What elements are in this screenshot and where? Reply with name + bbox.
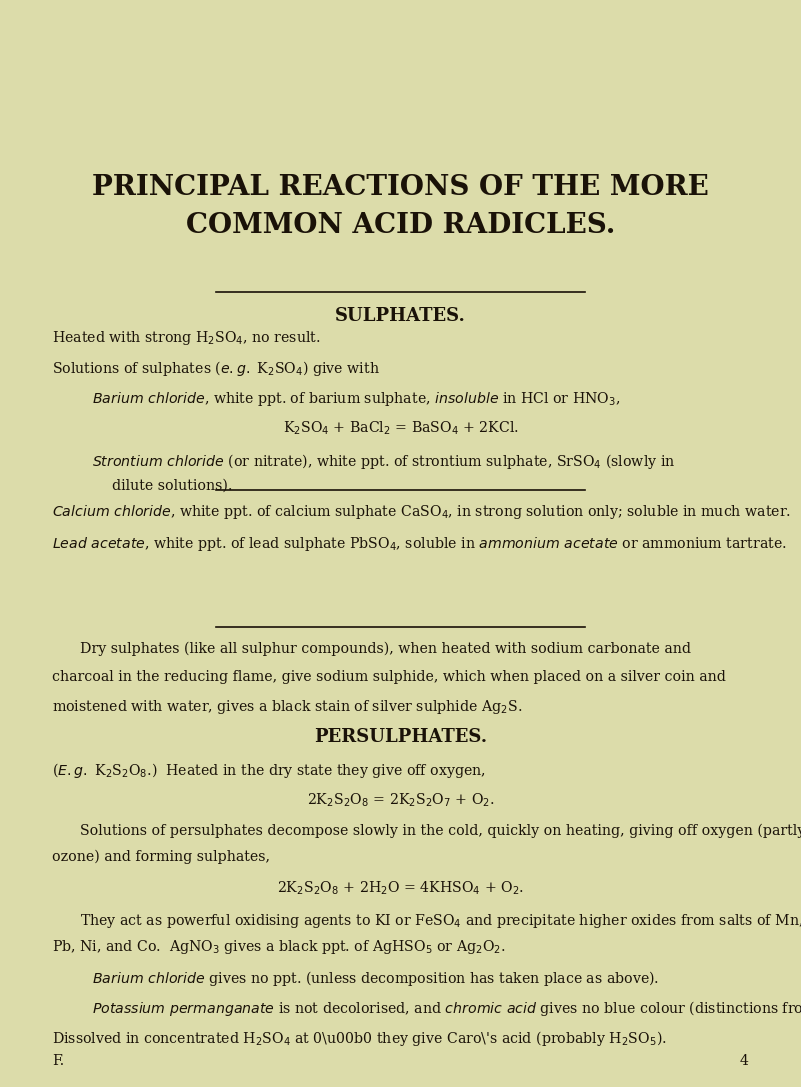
Text: Dry sulphates (like all sulphur compounds), when heated with sodium carbonate an: Dry sulphates (like all sulphur compound… bbox=[80, 641, 691, 655]
Text: PRINCIPAL REACTIONS OF THE MORE: PRINCIPAL REACTIONS OF THE MORE bbox=[92, 174, 709, 201]
Text: $\it{Barium\ chloride}$, white ppt. of barium sulphate, $\it{insoluble}$ in HCl : $\it{Barium\ chloride}$, white ppt. of b… bbox=[92, 390, 621, 409]
Text: F.: F. bbox=[52, 1054, 64, 1069]
Text: dilute solutions).: dilute solutions). bbox=[112, 478, 232, 492]
Text: 2K$_2$S$_2$O$_8$ = 2K$_2$S$_2$O$_7$ + O$_2$.: 2K$_2$S$_2$O$_8$ = 2K$_2$S$_2$O$_7$ + O$… bbox=[307, 791, 494, 809]
Text: $\it{Lead\ acetate}$, white ppt. of lead sulphate PbSO$_4$, soluble in $\it{ammo: $\it{Lead\ acetate}$, white ppt. of lead… bbox=[52, 535, 787, 553]
Text: Dissolved in concentrated H$_2$SO$_4$ at 0\u00b0 they give Caro\'s acid (probabl: Dissolved in concentrated H$_2$SO$_4$ at… bbox=[52, 1029, 667, 1048]
Text: charcoal in the reducing flame, give sodium sulphide, which when placed on a sil: charcoal in the reducing flame, give sod… bbox=[52, 670, 726, 684]
Text: Heated with strong H$_2$SO$_4$, no result.: Heated with strong H$_2$SO$_4$, no resul… bbox=[52, 329, 320, 348]
Text: ($E.g.$ K$_2$S$_2$O$_8$.)  Heated in the dry state they give off oxygen,: ($E.g.$ K$_2$S$_2$O$_8$.) Heated in the … bbox=[52, 761, 485, 779]
Text: $\it{Potassium\ permanganate}$ is not decolorised, and $\it{chromic\ acid}$ give: $\it{Potassium\ permanganate}$ is not de… bbox=[92, 999, 801, 1017]
Text: $\it{Calcium\ chloride}$, white ppt. of calcium sulphate CaSO$_4$, in strong sol: $\it{Calcium\ chloride}$, white ppt. of … bbox=[52, 503, 791, 522]
Text: ozone) and forming sulphates,: ozone) and forming sulphates, bbox=[52, 850, 270, 864]
Text: Pb, Ni, and Co.  AgNO$_3$ gives a black ppt. of AgHSO$_5$ or Ag$_2$O$_2$.: Pb, Ni, and Co. AgNO$_3$ gives a black p… bbox=[52, 938, 506, 957]
Text: 2K$_2$S$_2$O$_8$ + 2H$_2$O = 4KHSO$_4$ + O$_2$.: 2K$_2$S$_2$O$_8$ + 2H$_2$O = 4KHSO$_4$ +… bbox=[277, 879, 524, 897]
Text: $\it{Strontium\ chloride}$ (or nitrate), white ppt. of strontium sulphate, SrSO$: $\it{Strontium\ chloride}$ (or nitrate),… bbox=[92, 452, 675, 471]
Text: 4: 4 bbox=[740, 1054, 749, 1069]
Text: COMMON ACID RADICLES.: COMMON ACID RADICLES. bbox=[186, 212, 615, 239]
Text: They act as powerful oxidising agents to KI or FeSO$_4$ and precipitate higher o: They act as powerful oxidising agents to… bbox=[80, 912, 801, 930]
Text: K$_2$SO$_4$ + BaCl$_2$ = BaSO$_4$ + 2KCl.: K$_2$SO$_4$ + BaCl$_2$ = BaSO$_4$ + 2KCl… bbox=[283, 420, 518, 437]
Text: $\it{Barium\ chloride}$ gives no ppt. (unless decomposition has taken place as a: $\it{Barium\ chloride}$ gives no ppt. (u… bbox=[92, 969, 659, 987]
Text: moistened with water, gives a black stain of silver sulphide Ag$_2$S.: moistened with water, gives a black stai… bbox=[52, 698, 522, 716]
Text: Solutions of persulphates decompose slowly in the cold, quickly on heating, givi: Solutions of persulphates decompose slow… bbox=[80, 824, 801, 838]
Text: SULPHATES.: SULPHATES. bbox=[335, 307, 466, 325]
Text: PERSULPHATES.: PERSULPHATES. bbox=[314, 728, 487, 747]
Text: Solutions of sulphates ($e.g.$ K$_2$SO$_4$) give with: Solutions of sulphates ($e.g.$ K$_2$SO$_… bbox=[52, 359, 380, 377]
